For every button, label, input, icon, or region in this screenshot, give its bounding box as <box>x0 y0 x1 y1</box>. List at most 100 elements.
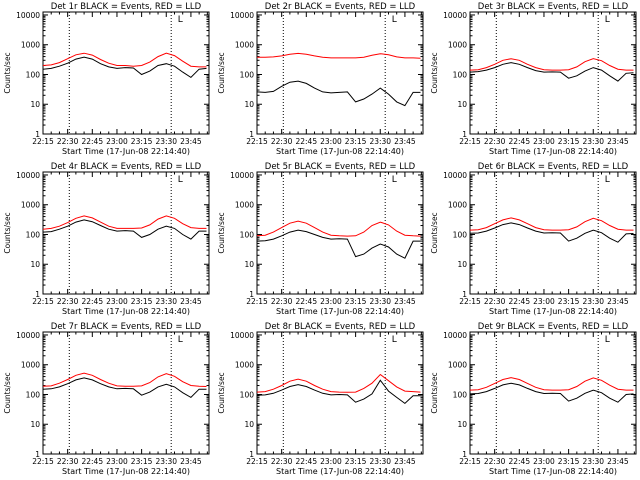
detector-panel-7: Det 7r BLACK = Events, RED = LLD 1 10 100 10… <box>3 322 210 476</box>
y-tick-label: 1 <box>462 290 467 299</box>
y-tick-label: 100 <box>453 390 468 399</box>
events-series-line <box>256 80 421 107</box>
y-tick-label: 1 <box>249 290 254 299</box>
x-tick-label: 23:45 <box>607 137 629 146</box>
x-tick-label: 22:45 <box>508 137 530 146</box>
plot-frame <box>42 171 210 295</box>
y-tick-label: 10000 <box>443 331 467 340</box>
x-tick-label: 22:30 <box>57 297 79 306</box>
x-axis-label: Start Time (17-Jun-08 22:14:40) <box>489 307 617 316</box>
y-tick-label: 1000 <box>235 201 254 210</box>
x-tick-label: 23:00 <box>106 137 128 146</box>
x-tick-label: 22:15 <box>246 137 268 146</box>
y-axis-label: Counts/sec <box>3 52 12 93</box>
x-tick-label: 22:45 <box>508 457 530 466</box>
legend-glyph: L <box>605 15 610 25</box>
detector-panel-1: Det 1r BLACK = Events, RED = LLD 1 10 100 10… <box>3 2 210 156</box>
panel-title: Det 6r BLACK = Events, RED = LLD <box>478 162 629 172</box>
x-tick-label: 23:45 <box>394 297 416 306</box>
y-tick-label: 1000 <box>21 201 40 210</box>
y-tick-label: 10 <box>30 260 40 269</box>
y-tick-label: 10 <box>244 420 254 429</box>
plot-frame <box>256 331 424 455</box>
lld-series-line <box>42 52 207 68</box>
y-tick-label: 10000 <box>443 11 467 20</box>
lld-series-line <box>256 220 421 237</box>
x-tick-label: 23:15 <box>131 297 153 306</box>
panel-title: Det 4r BLACK = Events, RED = LLD <box>51 162 202 172</box>
y-axis-label: Counts/sec <box>430 372 439 413</box>
x-tick-label: 22:45 <box>81 137 103 146</box>
x-tick-label: 23:15 <box>131 457 153 466</box>
events-series-line <box>42 219 207 240</box>
x-tick-label: 22:45 <box>295 457 317 466</box>
x-tick-label: 23:45 <box>394 457 416 466</box>
x-tick-label: 23:15 <box>558 297 580 306</box>
y-tick-label: 1000 <box>448 41 467 50</box>
x-tick-label: 22:15 <box>246 297 268 306</box>
x-tick-label: 23:15 <box>345 457 367 466</box>
x-tick-label: 22:15 <box>32 297 54 306</box>
y-tick-label: 10000 <box>230 11 254 20</box>
lld-series-line <box>42 372 207 387</box>
y-tick-label: 10 <box>30 100 40 109</box>
legend-glyph: L <box>178 175 183 185</box>
y-tick-label: 100 <box>453 230 468 239</box>
x-axis-label: Start Time (17-Jun-08 22:14:40) <box>276 147 404 156</box>
lld-series-line <box>469 377 634 391</box>
x-tick-label: 23:30 <box>369 297 391 306</box>
x-tick-label: 23:30 <box>582 137 604 146</box>
x-tick-label: 22:45 <box>295 137 317 146</box>
x-tick-label: 23:00 <box>533 457 555 466</box>
panel-title: Det 5r BLACK = Events, RED = LLD <box>265 162 416 172</box>
y-axis-label: Counts/sec <box>217 212 226 253</box>
x-tick-label: 22:30 <box>271 137 293 146</box>
events-series-line <box>256 229 421 259</box>
x-tick-label: 23:00 <box>106 297 128 306</box>
y-tick-label: 1 <box>249 130 254 139</box>
x-tick-label: 22:15 <box>246 457 268 466</box>
panel-title: Det 1r BLACK = Events, RED = LLD <box>51 2 202 12</box>
detector-panel-3: Det 3r BLACK = Events, RED = LLD 1 10 100 10… <box>430 2 637 156</box>
y-tick-label: 100 <box>240 70 255 79</box>
x-tick-label: 23:15 <box>345 297 367 306</box>
x-tick-label: 22:30 <box>271 297 293 306</box>
legend-glyph: L <box>392 335 397 345</box>
x-tick-label: 22:15 <box>32 457 54 466</box>
lld-series-line <box>469 217 634 231</box>
x-tick-label: 23:45 <box>394 137 416 146</box>
y-tick-label: 1000 <box>448 361 467 370</box>
x-tick-label: 23:30 <box>369 457 391 466</box>
x-tick-label: 23:30 <box>582 457 604 466</box>
y-tick-label: 100 <box>240 230 255 239</box>
y-tick-label: 1 <box>35 290 40 299</box>
x-tick-label: 22:15 <box>459 137 481 146</box>
y-tick-label: 100 <box>26 230 41 239</box>
y-tick-label: 1 <box>462 450 467 459</box>
x-tick-label: 23:00 <box>533 137 555 146</box>
x-tick-label: 22:15 <box>459 297 481 306</box>
panel-title: Det 9r BLACK = Events, RED = LLD <box>478 322 629 332</box>
x-tick-label: 23:45 <box>607 457 629 466</box>
x-axis-label: Start Time (17-Jun-08 22:14:40) <box>62 467 190 476</box>
y-tick-label: 10000 <box>16 331 40 340</box>
x-tick-label: 23:30 <box>155 137 177 146</box>
y-axis-label: Counts/sec <box>430 52 439 93</box>
lld-series-line <box>256 373 421 393</box>
x-tick-label: 23:30 <box>369 137 391 146</box>
detector-panel-4: Det 4r BLACK = Events, RED = LLD 1 10 100 10… <box>3 162 210 316</box>
legend-glyph: L <box>605 335 610 345</box>
panel-title: Det 3r BLACK = Events, RED = LLD <box>478 2 629 12</box>
y-axis-label: Counts/sec <box>217 52 226 93</box>
x-tick-label: 23:00 <box>320 457 342 466</box>
x-tick-label: 22:30 <box>484 297 506 306</box>
plot-frame <box>42 331 210 455</box>
y-tick-label: 10 <box>457 420 467 429</box>
x-tick-label: 23:15 <box>131 137 153 146</box>
plot-frame <box>42 11 210 135</box>
detector-panel-6: Det 6r BLACK = Events, RED = LLD 1 10 100 10… <box>430 162 637 316</box>
y-tick-label: 100 <box>453 70 468 79</box>
legend-glyph: L <box>605 175 610 185</box>
panel-title: Det 2r BLACK = Events, RED = LLD <box>265 2 416 12</box>
detector-panel-5: Det 5r BLACK = Events, RED = LLD 1 10 100 10… <box>217 162 424 316</box>
